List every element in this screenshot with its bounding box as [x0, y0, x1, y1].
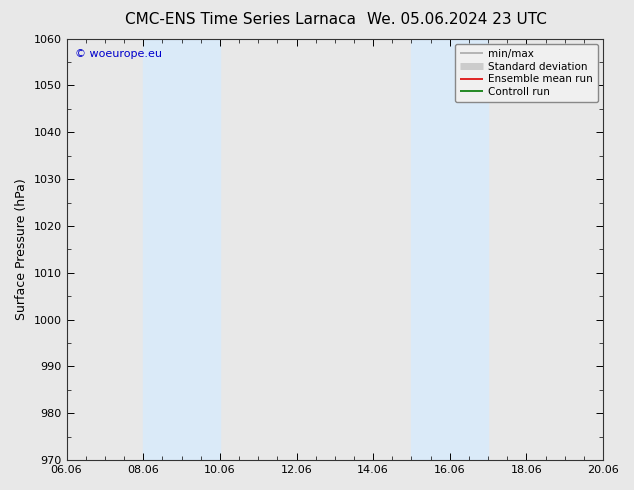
Y-axis label: Surface Pressure (hPa): Surface Pressure (hPa) — [15, 178, 28, 320]
Text: We. 05.06.2024 23 UTC: We. 05.06.2024 23 UTC — [366, 12, 547, 27]
Bar — [143, 39, 220, 460]
Legend: min/max, Standard deviation, Ensemble mean run, Controll run: min/max, Standard deviation, Ensemble me… — [455, 44, 598, 102]
Text: CMC-ENS Time Series Larnaca: CMC-ENS Time Series Larnaca — [126, 12, 356, 27]
Bar — [411, 39, 488, 460]
Text: © woeurope.eu: © woeurope.eu — [75, 49, 162, 59]
